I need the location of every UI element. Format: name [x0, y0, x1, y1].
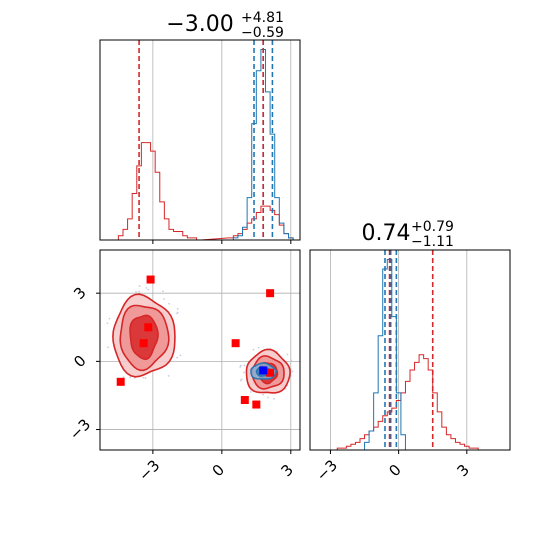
- hist-x-title-minus: −0.59: [241, 25, 284, 41]
- sample-point: [176, 356, 179, 359]
- sample-point: [243, 364, 246, 367]
- sample-point: [107, 346, 109, 349]
- sample-point: [168, 302, 170, 305]
- sample-point: [147, 288, 150, 291]
- sample-point: [167, 374, 170, 377]
- sample-point: [179, 354, 182, 357]
- scatter-contours: [112, 293, 291, 394]
- scatter-markers: [116, 275, 275, 409]
- marker-red: [252, 400, 261, 409]
- sample-point: [239, 379, 242, 382]
- hist-step-red: [332, 354, 483, 450]
- x-tick-label: 0: [209, 461, 228, 480]
- y-tick-label: −3: [66, 415, 94, 443]
- marker-red: [231, 339, 240, 348]
- sample-point: [252, 348, 255, 351]
- hist-x-title-plus: +4.81: [241, 10, 284, 26]
- sample-point: [176, 308, 179, 310]
- sample-point: [138, 290, 141, 293]
- hist-y-title: 0.74: [362, 221, 411, 246]
- sample-point: [267, 396, 269, 399]
- sample-point: [243, 371, 245, 374]
- sample-point: [249, 391, 252, 393]
- sample-point: [142, 376, 145, 379]
- marker-red: [144, 323, 153, 332]
- marker-red: [139, 339, 148, 348]
- y-tick-label: 3: [70, 283, 89, 302]
- marker-red: [146, 275, 155, 284]
- x-tick-label: 3: [278, 461, 297, 480]
- scatter-panel: −3 0 3 3 0 −3: [66, 249, 301, 485]
- hist-y-title-value: 0.74: [362, 221, 411, 246]
- hist-y-ticks: −3 0 3: [313, 450, 473, 485]
- x-tick-label: −3: [135, 456, 163, 484]
- hist-y-title-minus: −1.11: [411, 234, 454, 250]
- hist-y-series: [332, 259, 483, 450]
- x-tick-label: 0: [385, 461, 404, 480]
- hist-x-quantile-lines: [138, 40, 274, 240]
- hist-step-red: [117, 142, 294, 240]
- sample-point: [135, 290, 137, 293]
- hist-x-series: [117, 49, 298, 240]
- sample-point: [129, 376, 131, 379]
- sample-point: [108, 317, 111, 320]
- hist-x-panel: −3.00 +4.81 −0.59: [99, 10, 301, 244]
- sample-point: [290, 359, 293, 362]
- hist-x-title-value: −3.00: [166, 12, 233, 37]
- marker-red: [116, 377, 125, 386]
- hist-x-title: −3.00: [166, 12, 233, 37]
- sample-point: [239, 366, 242, 368]
- sample-point: [286, 353, 289, 356]
- hist-x-frame: [99, 39, 301, 241]
- sample-point: [106, 322, 109, 325]
- x-tick-label: −3: [313, 456, 341, 484]
- hist-y-quantile-lines: [384, 250, 434, 450]
- sample-point: [291, 370, 294, 373]
- sample-point: [239, 364, 242, 367]
- sample-point: [144, 377, 147, 379]
- marker-red: [266, 289, 275, 298]
- sample-point: [161, 290, 164, 293]
- sample-point: [273, 397, 276, 400]
- sample-point: [162, 298, 165, 300]
- sample-point: [257, 346, 260, 349]
- scatter-frame: [99, 249, 301, 451]
- marker-red: [266, 368, 275, 377]
- marker-red: [240, 396, 249, 404]
- sample-point: [138, 285, 141, 287]
- sample-point: [176, 311, 179, 314]
- hist-y-grid: [330, 250, 468, 450]
- y-tick-label: 0: [70, 352, 89, 371]
- sample-point: [122, 376, 125, 379]
- sample-point: [262, 393, 265, 396]
- x-tick-label: 3: [454, 461, 473, 480]
- hist-y-panel: −3 0 3 0.74 +0.79 −1.11: [309, 219, 511, 485]
- hist-x-ticks: [152, 240, 292, 244]
- sample-point: [145, 286, 148, 289]
- sample-point: [289, 362, 292, 365]
- hist-y-frame: [309, 249, 511, 451]
- marker-blue: [259, 366, 268, 375]
- hist-x-grid: [152, 40, 292, 240]
- hist-y-title-plus: +0.79: [411, 219, 454, 235]
